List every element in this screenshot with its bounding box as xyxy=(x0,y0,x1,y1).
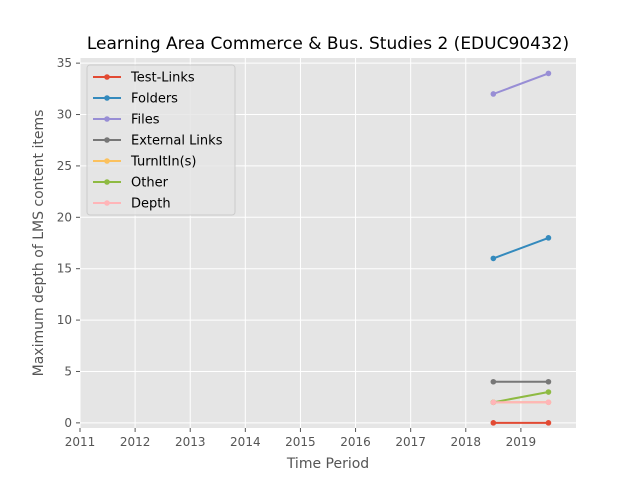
x-tick-label: 2016 xyxy=(340,435,371,449)
series-line xyxy=(492,72,549,95)
y-tick-label: 0 xyxy=(64,416,72,430)
x-tick-label: 2018 xyxy=(451,435,482,449)
y-tick-label: 5 xyxy=(64,364,72,378)
series-line xyxy=(493,391,549,404)
legend-item: Folders xyxy=(93,92,178,107)
legend-marker xyxy=(104,179,110,185)
y-tick-label: 10 xyxy=(57,313,72,327)
legend-marker xyxy=(104,74,110,80)
series-external-links xyxy=(490,378,552,385)
x-tick-label: 2014 xyxy=(230,435,261,449)
data-point xyxy=(490,378,497,385)
y-tick-label: 20 xyxy=(57,210,72,224)
legend-label: Folders xyxy=(131,92,178,107)
x-axis-label: Time Period xyxy=(286,456,369,472)
series-folders xyxy=(490,235,552,262)
y-tick-label: 15 xyxy=(57,262,72,276)
legend: Test-Links Folders Files External Links Turn… xyxy=(86,64,236,216)
legend-marker xyxy=(104,158,110,164)
x-tick-label: 2015 xyxy=(285,435,316,449)
series-test-links xyxy=(490,420,552,426)
x-tick-label: 2012 xyxy=(120,435,151,449)
chart-title: Learning Area Commerce & Bus. Studies 2 … xyxy=(87,34,569,54)
legend-marker xyxy=(104,116,110,122)
x-tick-label: 2011 xyxy=(65,435,96,449)
data-point xyxy=(490,399,497,406)
legend-box xyxy=(86,64,236,216)
legend-marker xyxy=(104,137,110,143)
y-tick-label: 30 xyxy=(57,108,72,122)
data-point xyxy=(545,389,552,395)
data-point xyxy=(490,91,497,97)
legend-label: External Links xyxy=(131,134,223,149)
x-axis-ticks: 2011 2012 2013 2014 2015 2016 2017 2018 2019 xyxy=(65,428,536,449)
legend-label: TurnItIn(s) xyxy=(130,155,196,170)
y-tick-label: 35 xyxy=(57,56,72,70)
legend-label: Test-Links xyxy=(130,71,195,86)
legend-label: Depth xyxy=(131,197,171,212)
data-point xyxy=(545,420,552,426)
series-depth xyxy=(490,399,552,406)
legend-marker xyxy=(104,95,110,101)
y-axis-ticks: 0 5 10 15 20 25 30 35 xyxy=(57,56,80,430)
y-tick-label: 25 xyxy=(57,159,72,173)
legend-item: Depth xyxy=(93,197,171,212)
legend-label: Other xyxy=(131,176,169,191)
data-point xyxy=(490,420,497,426)
legend-item: External Links xyxy=(93,134,223,149)
data-point xyxy=(545,378,552,385)
y-axis-label: Maximum depth of LMS content items xyxy=(31,110,47,377)
series-line xyxy=(492,236,549,260)
x-tick-label: 2013 xyxy=(175,435,206,449)
legend-item: Test-Links xyxy=(93,71,195,86)
legend-item: Other xyxy=(93,176,169,191)
x-tick-label: 2017 xyxy=(395,435,426,449)
legend-label: Files xyxy=(131,113,160,128)
legend-item: Files xyxy=(93,113,160,128)
data-point xyxy=(545,70,552,77)
legend-item: TurnItIn(s) xyxy=(93,155,196,170)
x-tick-label: 2019 xyxy=(506,435,537,449)
data-point xyxy=(545,399,552,406)
legend-marker xyxy=(104,200,110,206)
data-point xyxy=(545,235,552,241)
series-group xyxy=(490,70,552,426)
data-point xyxy=(490,255,497,262)
series-files xyxy=(490,70,552,97)
